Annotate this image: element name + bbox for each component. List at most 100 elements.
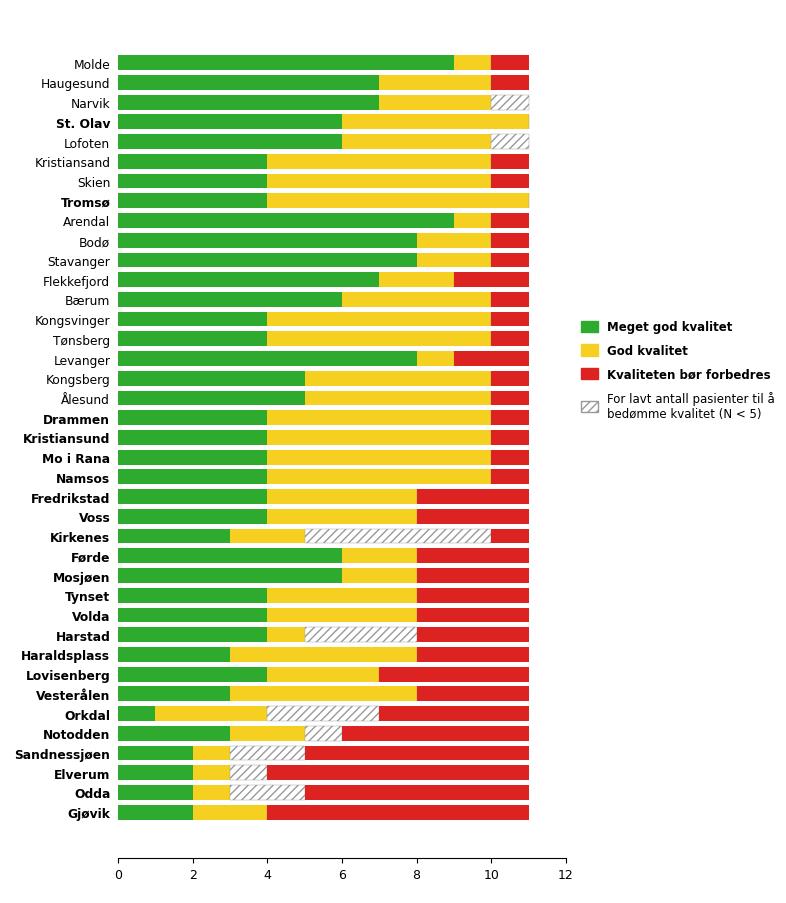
Bar	[304, 628, 417, 642]
Bar	[267, 706, 379, 721]
Bar	[267, 470, 491, 485]
Bar	[491, 154, 528, 170]
Bar	[118, 391, 304, 406]
Bar	[118, 352, 417, 367]
Bar	[379, 76, 491, 90]
Bar	[267, 154, 491, 170]
Bar	[118, 116, 342, 130]
Bar	[118, 786, 193, 800]
Bar	[118, 135, 342, 150]
Bar	[491, 76, 528, 90]
Bar	[118, 451, 267, 465]
Bar	[267, 628, 304, 642]
Bar	[118, 273, 379, 288]
Bar	[193, 746, 230, 760]
Bar	[304, 726, 342, 740]
Bar	[267, 805, 528, 820]
Bar	[267, 509, 417, 524]
Bar	[379, 667, 528, 682]
Bar	[267, 431, 491, 445]
Bar	[342, 726, 528, 740]
Bar	[417, 686, 528, 702]
Bar	[304, 391, 491, 406]
Bar	[156, 706, 267, 721]
Bar	[304, 371, 491, 386]
Bar	[267, 451, 491, 465]
Legend: Meget god kvalitet, God kvalitet, Kvaliteten bør forbedres, For lavt antall pasi: Meget god kvalitet, God kvalitet, Kvalit…	[576, 316, 780, 425]
Bar	[491, 56, 528, 71]
Bar	[342, 135, 491, 150]
Bar	[267, 312, 491, 327]
Bar	[491, 312, 528, 327]
Bar	[491, 529, 528, 544]
Bar	[118, 509, 267, 524]
Bar	[417, 234, 491, 248]
Bar	[491, 135, 528, 150]
Bar	[491, 96, 528, 110]
Bar	[118, 56, 454, 71]
Bar	[118, 588, 267, 603]
Bar	[304, 529, 491, 544]
Bar	[118, 766, 193, 780]
Bar	[491, 253, 528, 268]
Bar	[118, 805, 193, 820]
Bar	[230, 686, 417, 702]
Bar	[118, 431, 267, 445]
Bar	[454, 56, 491, 71]
Bar	[417, 569, 528, 583]
Bar	[454, 214, 491, 228]
Bar	[118, 371, 304, 386]
Bar	[193, 805, 267, 820]
Bar	[118, 332, 267, 347]
Bar	[491, 451, 528, 465]
Bar	[118, 686, 230, 702]
Bar	[118, 470, 267, 485]
Bar	[230, 726, 304, 740]
Bar	[267, 766, 528, 780]
Bar	[230, 766, 267, 780]
Bar	[118, 154, 267, 170]
Bar	[491, 234, 528, 248]
Bar	[118, 647, 230, 662]
Bar	[304, 786, 528, 800]
Bar	[230, 746, 304, 760]
Bar	[491, 391, 528, 406]
Bar	[417, 647, 528, 662]
Bar	[491, 293, 528, 307]
Bar	[267, 174, 491, 190]
Bar	[118, 411, 267, 425]
Bar	[118, 234, 417, 248]
Bar	[379, 96, 491, 110]
Bar	[118, 628, 267, 642]
Bar	[267, 667, 379, 682]
Bar	[417, 352, 454, 367]
Bar	[230, 786, 304, 800]
Bar	[417, 549, 528, 563]
Bar	[491, 174, 528, 190]
Bar	[491, 431, 528, 445]
Bar	[118, 253, 417, 268]
Bar	[118, 76, 379, 90]
Bar	[417, 253, 491, 268]
Bar	[417, 489, 528, 505]
Bar	[267, 411, 491, 425]
Bar	[342, 116, 528, 130]
Bar	[342, 293, 491, 307]
Bar	[454, 273, 528, 288]
Bar	[230, 647, 417, 662]
Bar	[267, 588, 417, 603]
Bar	[118, 489, 267, 505]
Bar	[118, 746, 193, 760]
Bar	[118, 726, 230, 740]
Bar	[118, 293, 342, 307]
Bar	[267, 489, 417, 505]
Bar	[267, 194, 528, 209]
Bar	[379, 706, 528, 721]
Bar	[230, 529, 304, 544]
Bar	[304, 746, 528, 760]
Bar	[118, 529, 230, 544]
Bar	[417, 608, 528, 623]
Bar	[118, 569, 342, 583]
Bar	[193, 786, 230, 800]
Bar	[118, 549, 342, 563]
